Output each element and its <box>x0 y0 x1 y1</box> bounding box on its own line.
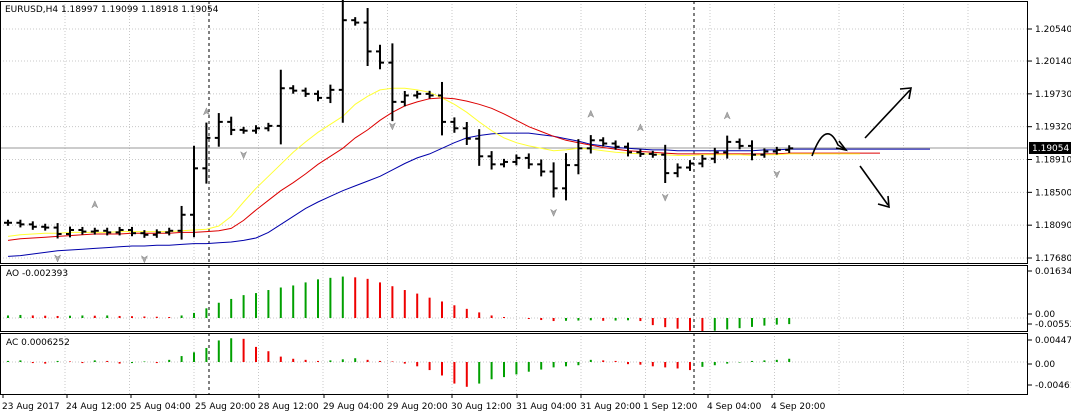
fractal-up-arrow <box>202 107 210 116</box>
panel-frame <box>0 1 1028 264</box>
drawn-down-arrow <box>859 165 889 206</box>
x-tick-label: 4 Sep 20:00 <box>771 402 826 412</box>
x-tick-label: 28 Aug 12:00 <box>258 402 319 412</box>
price-y-tick-label: 1.18500 <box>1035 188 1071 198</box>
ao-plot-layer <box>7 276 791 332</box>
ma-fast-line <box>7 87 860 237</box>
x-tick-label: 25 Aug 20:00 <box>195 402 256 412</box>
price-y-tick-label: 1.18090 <box>1035 221 1071 231</box>
ac-y-tick-label: 0.00 <box>1035 360 1055 370</box>
x-tick-label: 25 Aug 04:00 <box>130 402 191 412</box>
x-tick-label: 31 Aug 04:00 <box>516 402 577 412</box>
x-tick-label: 30 Aug 12:00 <box>451 402 512 412</box>
x-tick-label: 29 Aug 20:00 <box>387 402 448 412</box>
ao-y-tick-label: -0.005526 <box>1035 320 1071 330</box>
fractal-down-arrow <box>550 208 558 217</box>
fractal-down-arrow <box>54 254 62 263</box>
ac-panel-title: AC 0.0006252 <box>6 338 70 348</box>
x-tick-label: 31 Aug 20:00 <box>580 402 641 412</box>
price-panel-title: EURUSD,H4 1.18997 1.19099 1.18918 1.1905… <box>5 5 219 15</box>
current-price-box <box>1029 141 1071 154</box>
fractal-down-arrow <box>661 193 669 202</box>
x-tick-label: 4 Sep 04:00 <box>707 402 762 412</box>
current-price-label: 1.19054 <box>1032 144 1069 154</box>
ma-slow-line <box>7 132 930 257</box>
price-y-tick-label: 1.18910 <box>1035 156 1071 166</box>
ac-y-tick-label: -0.004611 <box>1035 381 1071 391</box>
ao-y-tick-label: 0.016345 <box>1035 267 1071 277</box>
fractal-up-arrow <box>91 200 99 209</box>
panel-frame <box>0 333 1028 395</box>
ac-plot-layer <box>7 338 791 387</box>
fractal-down-arrow <box>388 122 396 131</box>
fractal-down-arrow <box>140 255 148 264</box>
ao-panel-title: AO -0.002393 <box>6 269 68 279</box>
fractal-down-arrow <box>773 170 781 179</box>
panel-frame <box>0 265 1028 332</box>
price-plot-layer <box>0 0 1028 264</box>
frames-layer <box>0 1 1028 395</box>
price-y-tick-label: 1.17680 <box>1035 254 1071 264</box>
x-tick-label: 24 Aug 12:00 <box>66 402 127 412</box>
fractal-up-arrow <box>723 111 731 120</box>
drawn-up-arrow-head <box>899 87 912 100</box>
price-y-tick-label: 1.20140 <box>1035 57 1071 67</box>
price-y-tick-label: 1.19320 <box>1035 123 1071 133</box>
x-tick-label: 1 Sep 12:00 <box>643 402 698 412</box>
price-y-tick-label: 1.20540 <box>1035 25 1071 35</box>
x-tick-label: 23 Aug 2017 <box>2 402 60 412</box>
fractal-up-arrow <box>587 109 595 118</box>
price-y-tick-label: 1.19730 <box>1035 90 1071 100</box>
drawn-up-arrow <box>864 89 911 139</box>
ao-y-tick-label: 0.00 <box>1035 310 1055 320</box>
x-tick-label: 29 Aug 04:00 <box>323 402 384 412</box>
drawn-down-arrow-head <box>877 195 890 209</box>
drawn-curve-arrow <box>811 133 847 157</box>
ac-y-tick-label: 0.004471 <box>1035 336 1071 346</box>
fractal-down-arrow <box>240 151 248 160</box>
drawn-curve-arrow-head <box>835 140 848 152</box>
axes-layer: 0.0163450.00-0.0055260.0044710.00-0.0046… <box>2 25 1071 412</box>
grid-layer <box>0 1 1028 394</box>
fractal-up-arrow <box>636 123 644 132</box>
